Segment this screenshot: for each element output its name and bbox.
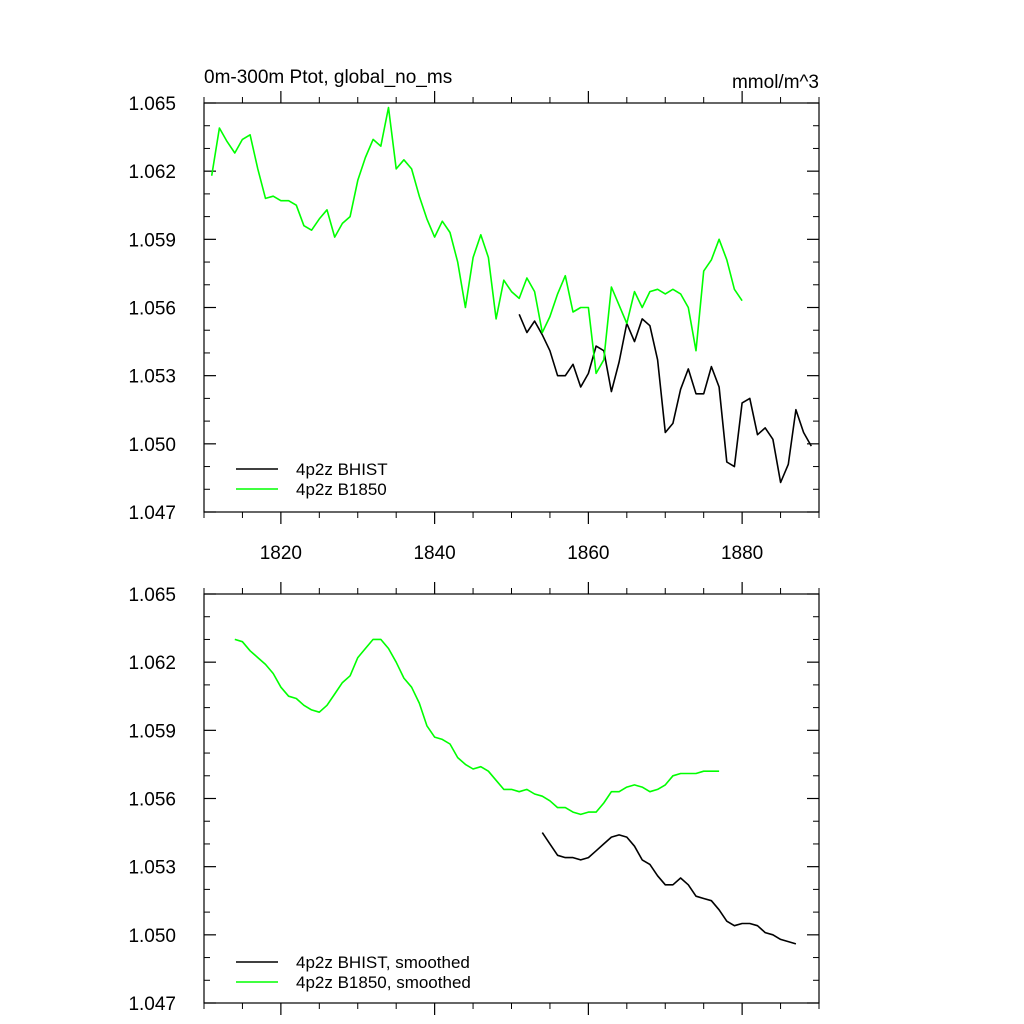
x-tick-label: 1880	[721, 543, 763, 564]
chart-title: 0m-300m Ptot, global_no_ms	[204, 67, 452, 88]
y-tick-label: 1.047	[128, 503, 176, 524]
legend-label: 4p2z BHIST, smoothed	[296, 953, 470, 972]
y-tick-label: 1.065	[128, 585, 176, 606]
y-tick-label: 1.050	[128, 435, 176, 456]
units-label: mmol/m^3	[732, 72, 819, 93]
legend-label: 4p2z B1850, smoothed	[296, 973, 471, 992]
x-tick-label: 1820	[260, 543, 302, 564]
plot-frame	[203, 102, 820, 513]
legend-label: 4p2z B1850	[296, 480, 387, 499]
y-tick-label: 1.059	[128, 721, 176, 742]
legend-label: 4p2z BHIST	[296, 460, 388, 479]
top-panel: 1.047 1.050 1.053 1.056 1.059 1.062 1.065 1820 1…	[128, 67, 820, 564]
x-tick-label: 1840	[413, 543, 455, 564]
y-tick-label: 1.062	[128, 653, 176, 674]
y-tick-label: 1.059	[128, 230, 176, 251]
y-tick-label: 1.065	[128, 94, 176, 115]
series-line-4p2z-b1850-smoothed	[234, 638, 720, 816]
y-tick-label: 1.047	[128, 994, 176, 1015]
x-tick-label: 1860	[567, 543, 609, 564]
y-tick-label: 1.056	[128, 790, 176, 811]
bottom-panel: 1.047 1.050 1.053 1.056 1.059 1.062 1.065 4p2z …	[128, 582, 820, 1015]
plot-frame	[203, 593, 820, 1004]
y-tick-label: 1.053	[128, 367, 176, 388]
y-tick-label: 1.056	[128, 299, 176, 320]
series-line-4p2z-b1850	[210, 106, 743, 375]
y-tick-label: 1.050	[128, 926, 176, 947]
series-line-4p2z-bhist	[518, 313, 812, 484]
series-line-4p2z-bhist-smoothed	[541, 832, 797, 945]
y-tick-label: 1.062	[128, 162, 176, 183]
y-tick-label: 1.053	[128, 858, 176, 879]
